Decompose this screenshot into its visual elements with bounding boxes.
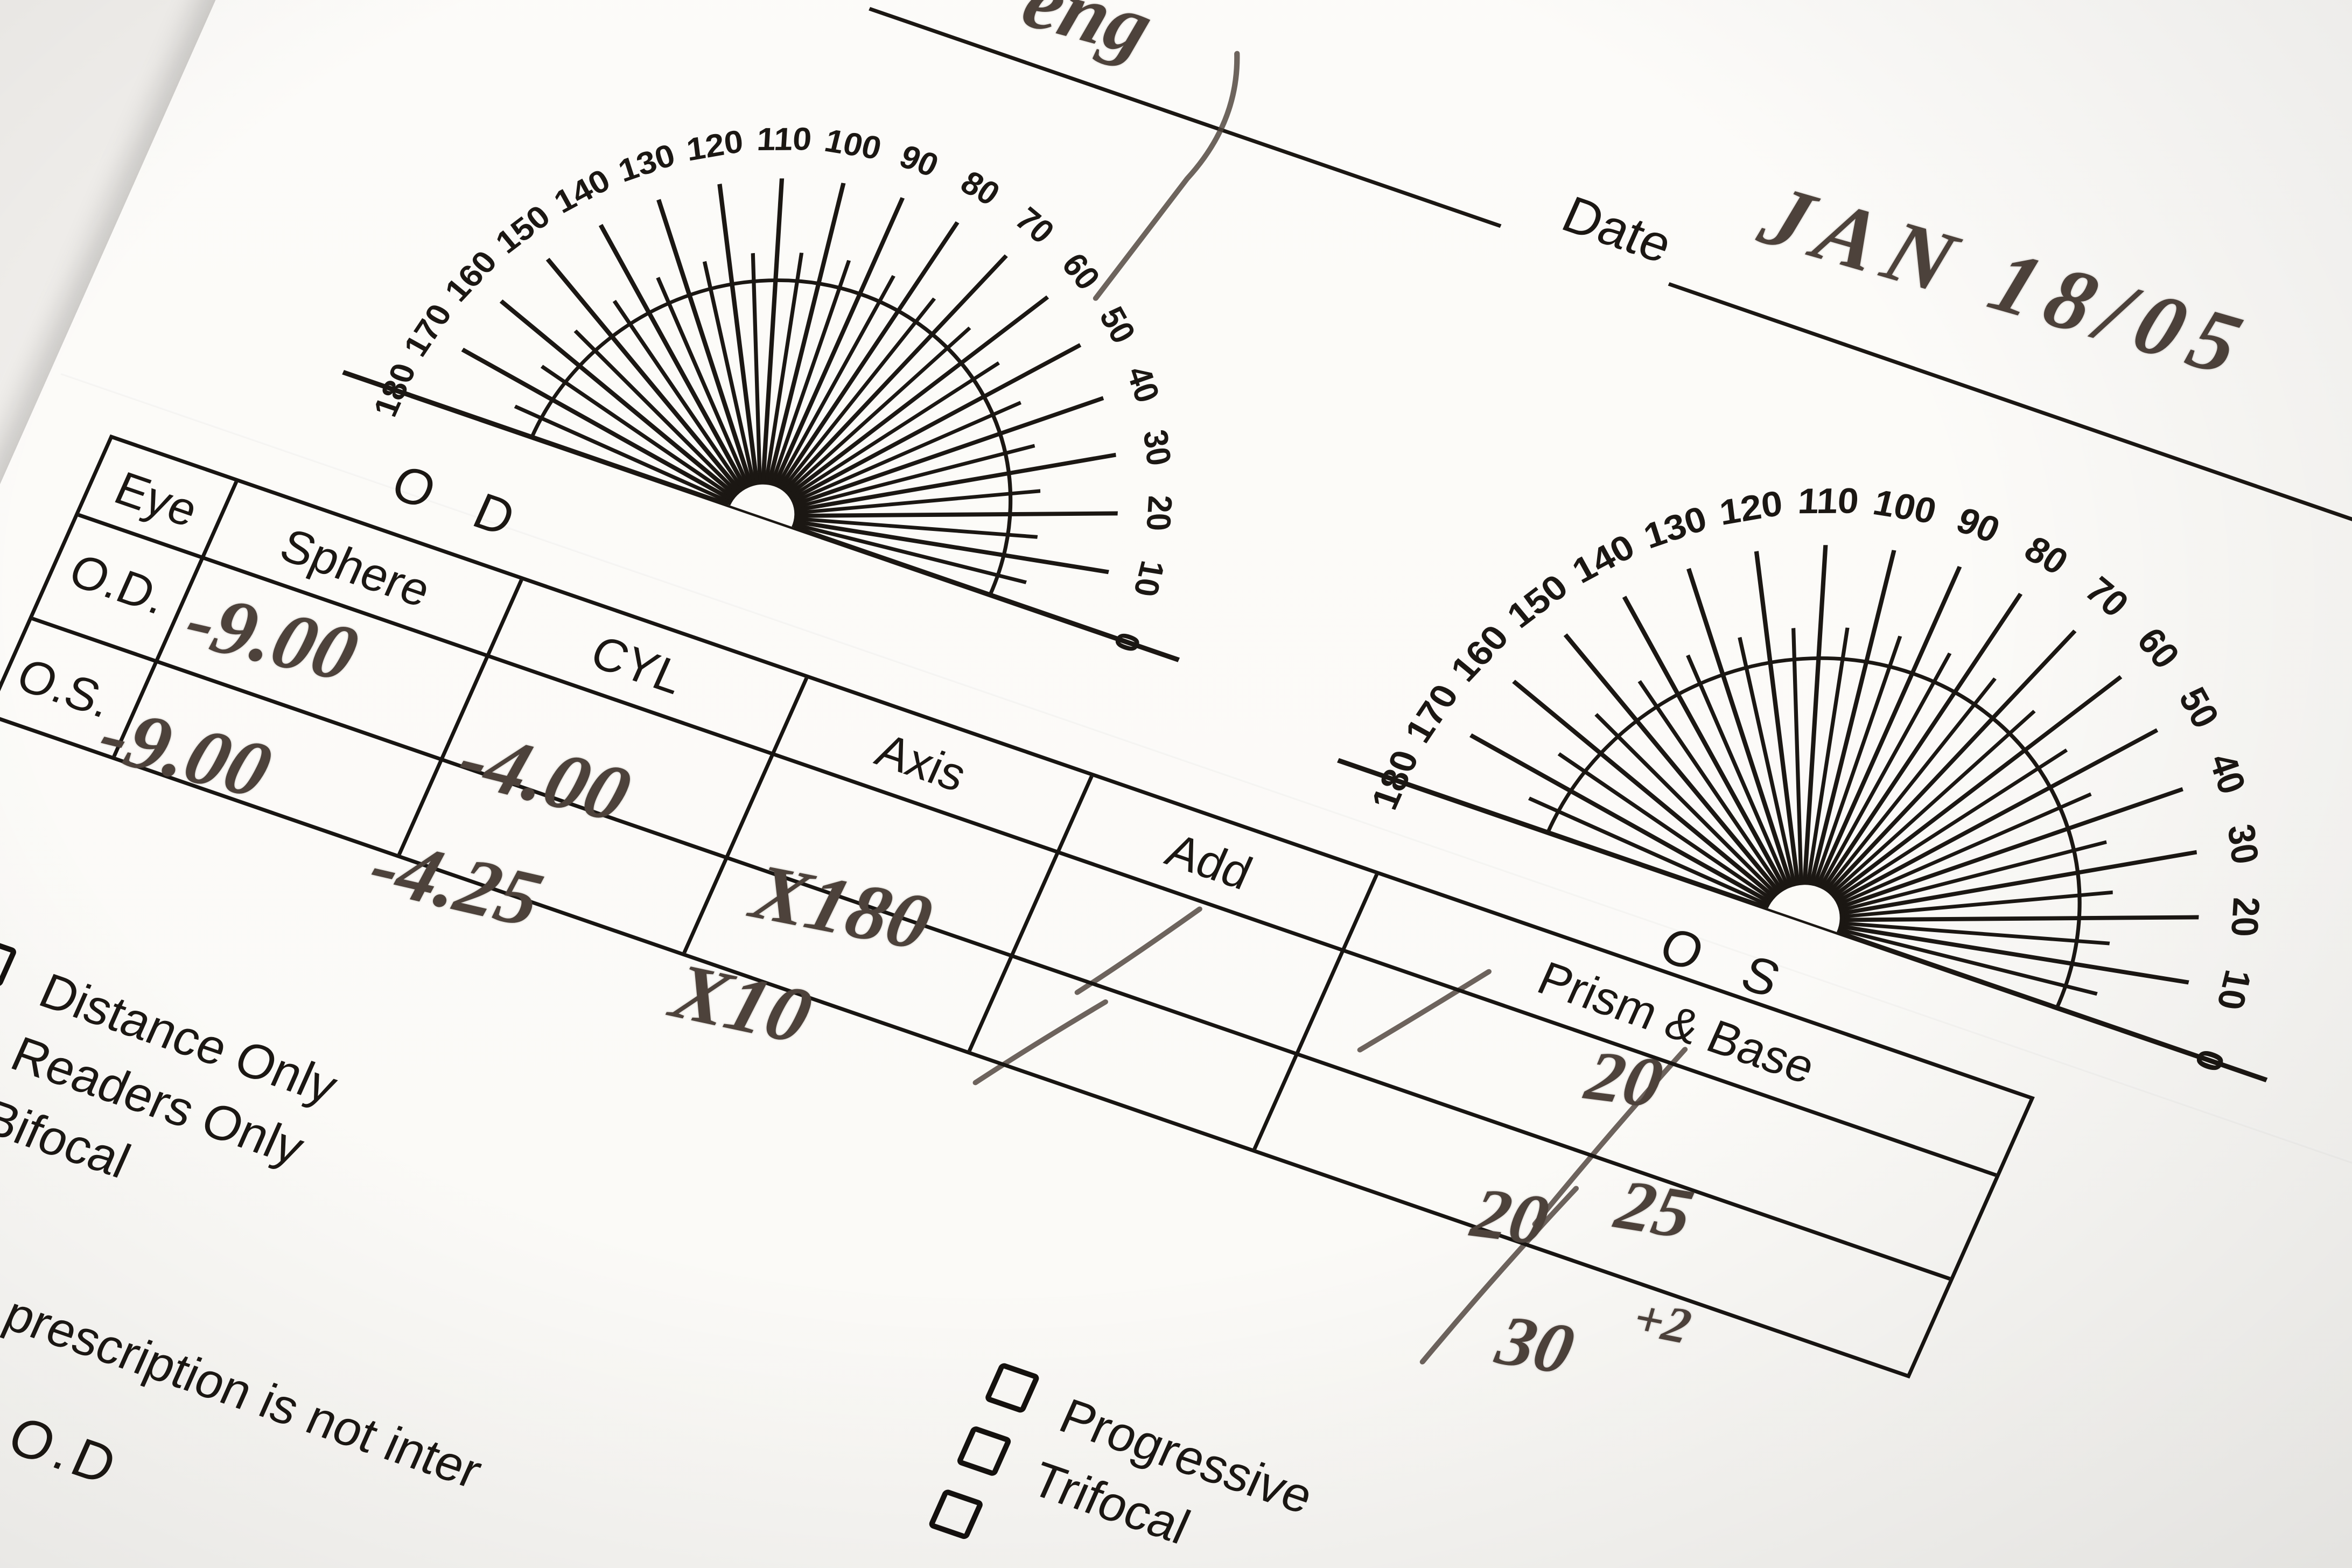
svg-text:90: 90 [894,138,944,184]
svg-text:60: 60 [2129,620,2188,676]
os-add-slash [972,999,1108,1086]
svg-text:80: 80 [2017,528,2075,583]
svg-text:70: 70 [2077,569,2137,625]
svg-text:40: 40 [1120,361,1167,407]
svg-text:20: 20 [1139,495,1180,531]
svg-text:50: 50 [2171,681,2227,735]
svg-text:70: 70 [1008,200,1062,250]
svg-text:40: 40 [2201,748,2253,800]
svg-text:20: 20 [2223,897,2267,937]
svg-text:120: 120 [1717,483,1784,533]
od-sphere-value: -9.00 [175,575,368,698]
svg-text:100: 100 [821,122,885,166]
svg-text:0: 0 [2186,1045,2233,1076]
svg-text:180: 180 [1363,745,1427,815]
os-acuity-fraction-slash [1419,1186,1579,1364]
svg-text:0: 0 [1106,628,1149,657]
svg-text:30: 30 [1136,427,1179,468]
svg-text:10: 10 [2209,967,2259,1013]
table-column-border [967,775,1094,1052]
od-prism-slash [1357,969,1492,1053]
svg-text:30: 30 [2220,821,2266,867]
svg-text:160: 160 [437,244,504,308]
svg-text:110: 110 [1797,481,1860,521]
svg-text:150: 150 [1500,567,1575,636]
row-label-os: O.S. [9,648,121,728]
svg-text:130: 130 [1639,499,1711,557]
od-acuity-fraction-slash [1532,1047,1688,1227]
od-axis-value: X180 [743,848,941,967]
table-column-border [1252,873,1379,1150]
header-add: Add [1158,823,1260,900]
svg-text:140: 140 [1566,527,1641,591]
svg-text:180: 180 [366,359,423,421]
svg-text:110: 110 [756,121,813,157]
svg-text:80: 80 [954,163,1007,212]
svg-text:170: 170 [1397,678,1466,749]
svg-text:170: 170 [396,298,459,362]
name-handwriting-descender-stroke [1093,51,1240,301]
svg-text:120: 120 [684,122,745,167]
svg-text:160: 160 [1443,618,1517,689]
svg-text:150: 150 [488,198,557,260]
svg-text:100: 100 [1870,482,1941,531]
svg-text:140: 140 [548,162,616,220]
svg-text:50: 50 [1093,300,1144,349]
svg-text:10: 10 [1126,558,1172,599]
svg-text:90: 90 [1951,500,2006,550]
od-cyl-value: -4.00 [447,713,641,839]
header-eye: Eye [107,461,206,537]
svg-text:130: 130 [614,136,679,189]
row-label-od: O.D. [61,543,176,625]
